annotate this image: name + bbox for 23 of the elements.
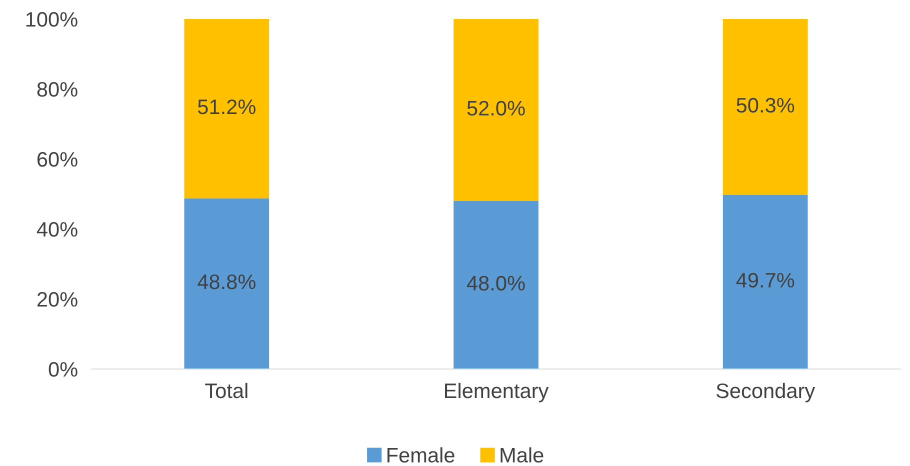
y-tick-label: 80% [37,82,78,97]
bar [454,201,538,369]
bar [184,198,270,369]
x-tick-label: Total [205,382,248,398]
data-label: 51.2% [198,99,256,114]
data-label: 48.0% [466,276,525,291]
data-label: 50.3% [736,98,794,113]
y-tick-label: 40% [36,222,78,237]
legend-label: Female [388,447,454,463]
y-tick-label: 100% [26,12,78,27]
x-tick-label: Elementary [445,382,549,402]
y-tick-label: 20% [37,292,78,307]
y-tick-label: 0% [48,362,78,377]
data-label: 52.0% [467,100,525,116]
bar [184,19,270,198]
data-label: 48.8% [198,274,256,290]
legend-label: Male [500,447,544,463]
bar [722,19,808,196]
bar [722,195,808,369]
bar [454,19,538,201]
y-tick-label: 60% [37,152,78,167]
x-tick-label: Secondary [716,382,816,402]
data-label: 49.7% [736,272,794,288]
